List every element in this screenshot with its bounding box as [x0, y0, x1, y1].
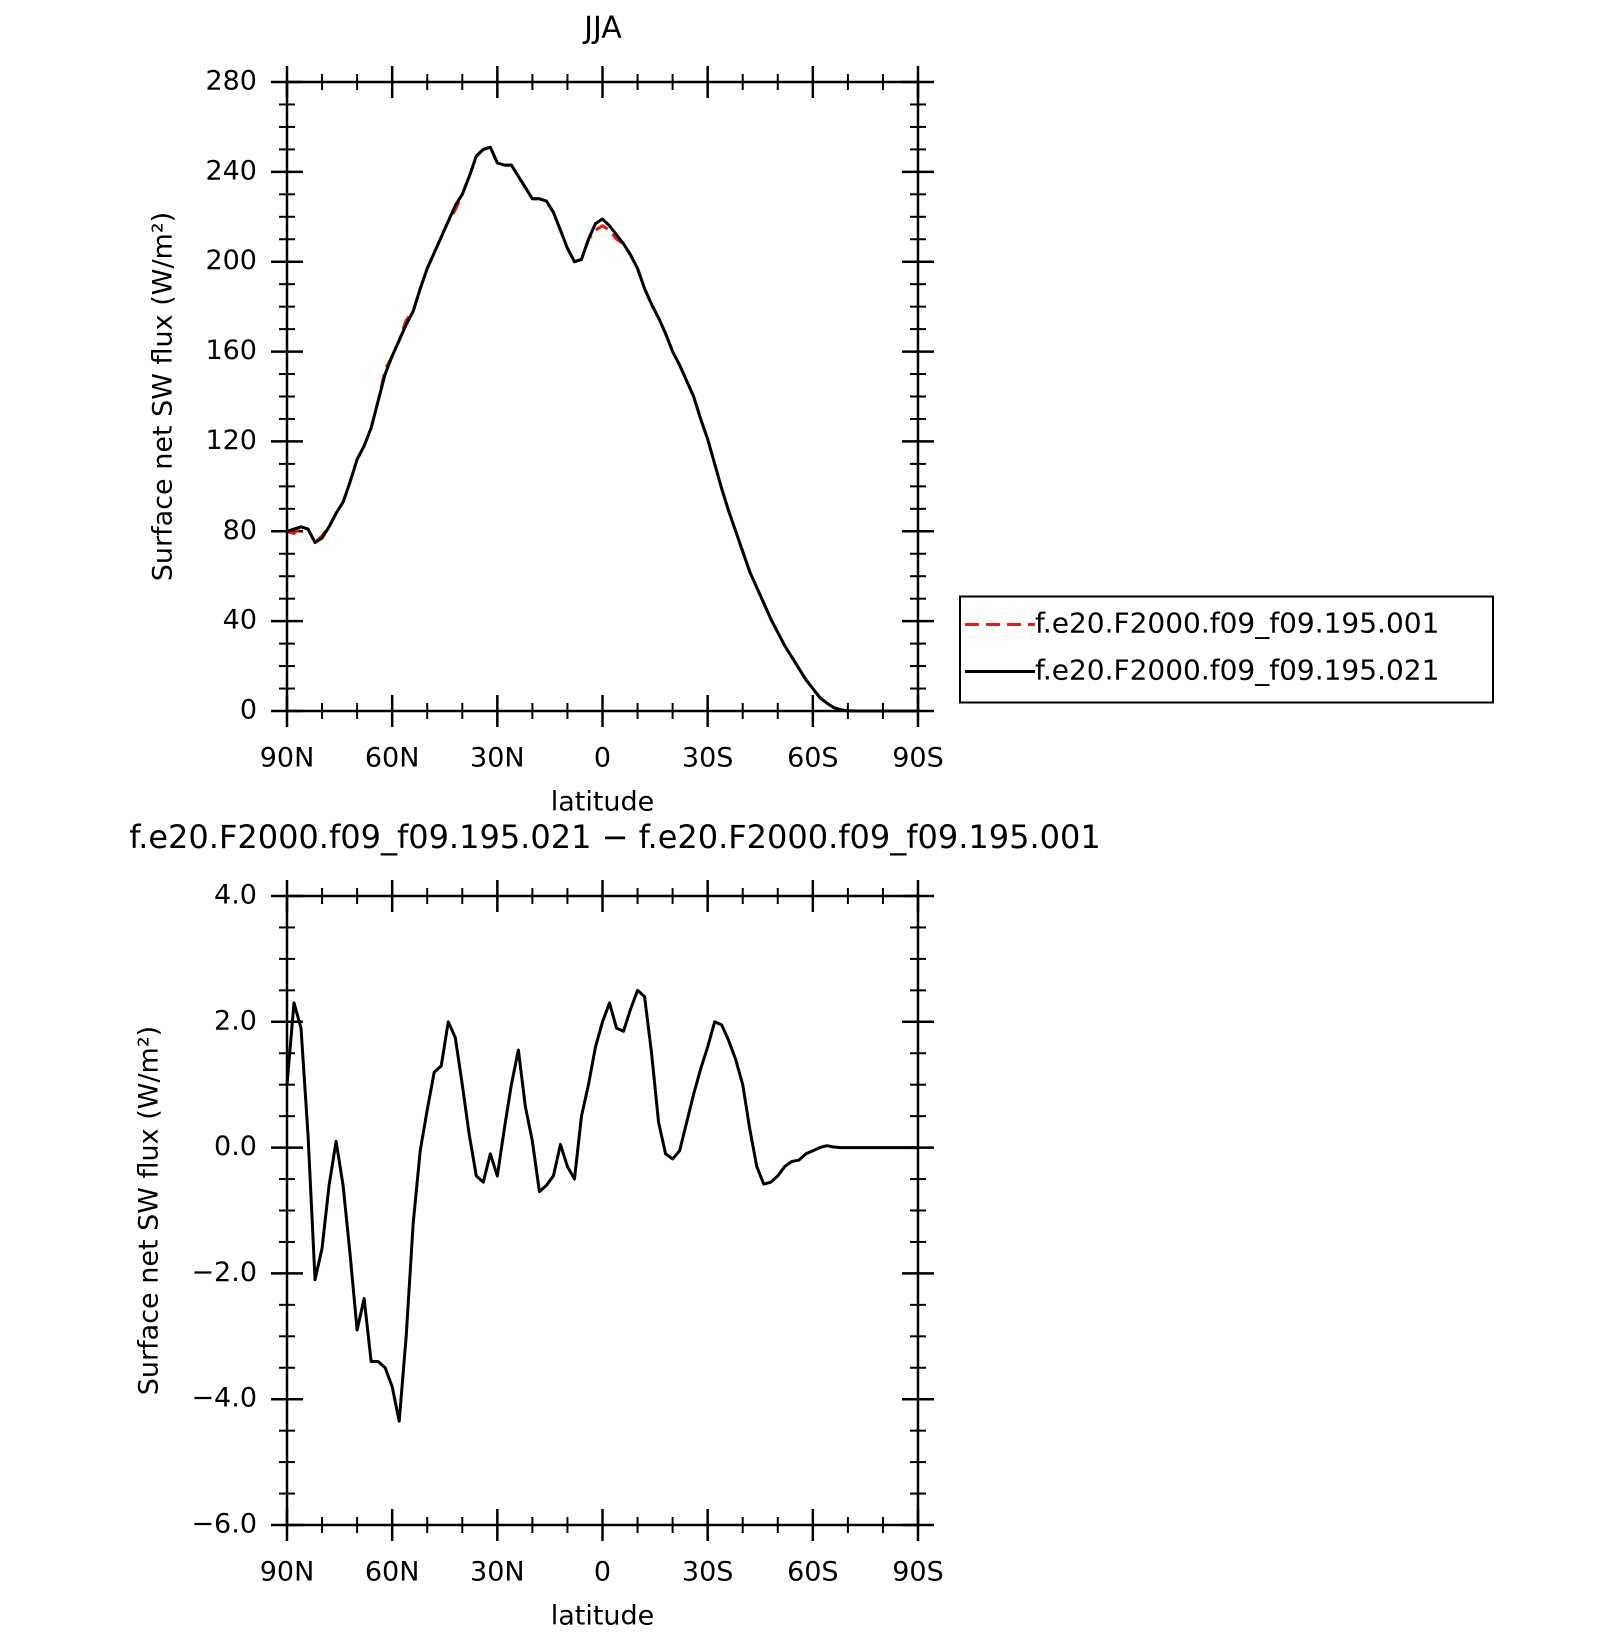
y-axis-label: Surface net SW flux (W/m²) — [148, 212, 179, 581]
y-tick-label: 0 — [240, 695, 257, 726]
x-tick-label: 0 — [594, 1557, 611, 1588]
x-tick-label: 90S — [892, 743, 944, 774]
data-line — [286, 145, 918, 713]
y-tick-label: −2.0 — [191, 1257, 257, 1288]
y-tick-label: 40 — [223, 605, 257, 636]
x-tick-label: 60N — [365, 1557, 420, 1588]
data-line — [285, 988, 918, 1423]
legend-label: f.e20.F2000.f09_f09.195.001 — [1035, 607, 1439, 640]
x-tick-label: 90N — [260, 1557, 315, 1588]
plot-frame — [285, 894, 920, 1527]
chart-title: JJA — [582, 11, 622, 46]
y-tick-label: 240 — [205, 155, 257, 186]
x-tick-label: 60N — [365, 743, 420, 774]
legend-label: f.e20.F2000.f09_f09.195.021 — [1035, 654, 1439, 687]
y-tick-label: 4.0 — [214, 880, 257, 911]
x-tick-label: 30S — [682, 1557, 734, 1588]
x-tick-label: 90S — [892, 1557, 944, 1588]
y-tick-label: −6.0 — [191, 1509, 257, 1540]
y-tick-label: 120 — [205, 425, 257, 456]
x-tick-label: 30S — [682, 743, 734, 774]
x-tick-label: 30N — [470, 1557, 525, 1588]
x-tick-label: 60S — [787, 1557, 839, 1588]
x-tick-label: 0 — [594, 743, 611, 774]
y-tick-label: −4.0 — [191, 1383, 257, 1414]
legend-box — [959, 595, 1494, 704]
y-tick-label: 2.0 — [214, 1005, 257, 1036]
x-axis-label: latitude — [551, 1601, 655, 1632]
plot-frame — [285, 80, 920, 713]
y-tick-label: 280 — [205, 66, 257, 97]
y-tick-label: 160 — [205, 335, 257, 366]
chart-title: f.e20.F2000.f09_f09.195.021 − f.e20.F200… — [129, 818, 1101, 856]
data-line — [286, 145, 918, 713]
x-tick-label: 60S — [787, 743, 839, 774]
y-tick-label: 200 — [205, 245, 257, 276]
y-tick-label: 0.0 — [214, 1131, 257, 1162]
x-axis-label: latitude — [551, 787, 655, 818]
x-tick-label: 30N — [470, 743, 525, 774]
y-tick-label: 80 — [223, 515, 257, 546]
x-tick-label: 90N — [260, 743, 315, 774]
y-axis-label: Surface net SW flux (W/m²) — [134, 1026, 165, 1395]
